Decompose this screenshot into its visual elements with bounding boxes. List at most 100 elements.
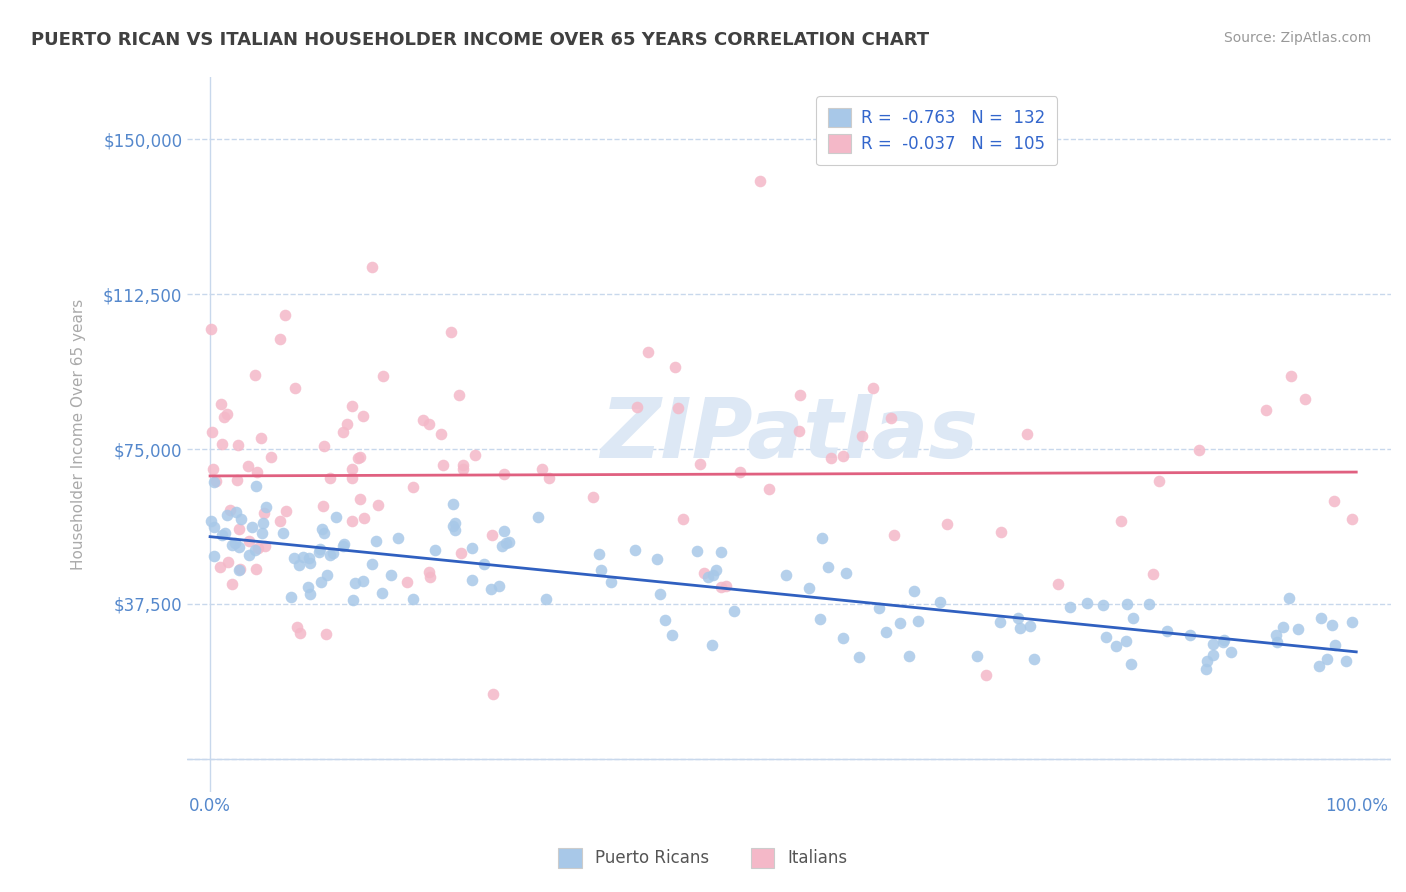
Point [749,174,772,188]
Point [588,548,610,562]
Text: ZIPatlas: ZIPatlas [600,394,977,475]
Point [966,649,988,664]
Point [787,425,810,439]
Point [758,482,780,496]
Point [710,544,733,558]
Point [817,560,839,574]
Point [228,522,250,536]
Point [1122,610,1144,624]
Point [319,548,342,562]
Point [810,531,832,545]
Point [626,401,648,415]
Point [308,544,330,558]
Point [1156,624,1178,638]
Point [848,649,870,664]
Point [581,490,603,504]
Point [336,417,359,431]
Point [332,425,354,439]
Point [832,632,855,646]
Legend: Puerto Ricans, Italians: Puerto Ricans, Italians [547,837,859,880]
Point [311,522,333,536]
Point [367,498,389,512]
Point [530,461,553,475]
Point [693,566,716,581]
Point [221,538,243,552]
Point [418,417,440,431]
Point [1015,426,1038,441]
Point [340,471,363,485]
Point [883,527,905,541]
Point [298,550,321,565]
Point [412,413,434,427]
Point [380,567,402,582]
Point [253,506,276,520]
Point [1267,634,1289,648]
Point [371,369,394,384]
Legend: R =  -0.763   N =  132, R =  -0.037   N =  105: R = -0.763 N = 132, R = -0.037 N = 105 [817,96,1057,165]
Point [491,539,513,553]
Point [988,615,1011,629]
Point [224,535,246,549]
Point [1341,615,1364,629]
Point [648,587,671,601]
Point [315,626,337,640]
Point [387,531,409,545]
Point [637,344,659,359]
Point [1202,648,1225,663]
Point [202,462,225,476]
Point [218,502,240,516]
Point [449,388,471,402]
Point [461,541,484,555]
Point [361,260,384,274]
Text: Source: ZipAtlas.com: Source: ZipAtlas.com [1223,31,1371,45]
Point [226,438,249,452]
Point [271,526,294,541]
Point [200,322,222,336]
Point [723,605,745,619]
Point [472,557,495,571]
Point [808,612,831,626]
Point [789,388,811,402]
Point [1316,651,1339,665]
Point [344,576,367,591]
Point [1310,611,1333,625]
Point [259,450,281,464]
Point [347,450,370,465]
Point [1116,597,1139,611]
Point [292,549,315,564]
Point [226,473,249,487]
Point [269,514,291,528]
Point [451,462,474,476]
Point [254,500,277,515]
Point [831,450,853,464]
Point [211,437,233,451]
Point [1147,475,1170,489]
Point [868,600,890,615]
Point [349,492,371,507]
Point [246,465,269,479]
Point [654,614,676,628]
Point [536,591,558,606]
Point [443,516,465,530]
Point [352,574,374,588]
Point [202,520,225,534]
Point [342,399,364,413]
Point [240,520,263,534]
Point [202,549,225,564]
Point [875,624,897,639]
Point [1076,596,1098,610]
Point [419,569,441,583]
Point [1019,619,1042,633]
Point [236,458,259,473]
Point [253,539,276,553]
Point [402,591,425,606]
Point [820,450,842,465]
Point [1341,512,1364,526]
Point [1022,652,1045,666]
Point [1212,635,1234,649]
Point [1324,638,1347,652]
Point [689,457,711,471]
Point [599,575,621,590]
Point [1137,597,1160,611]
Point [228,563,250,577]
